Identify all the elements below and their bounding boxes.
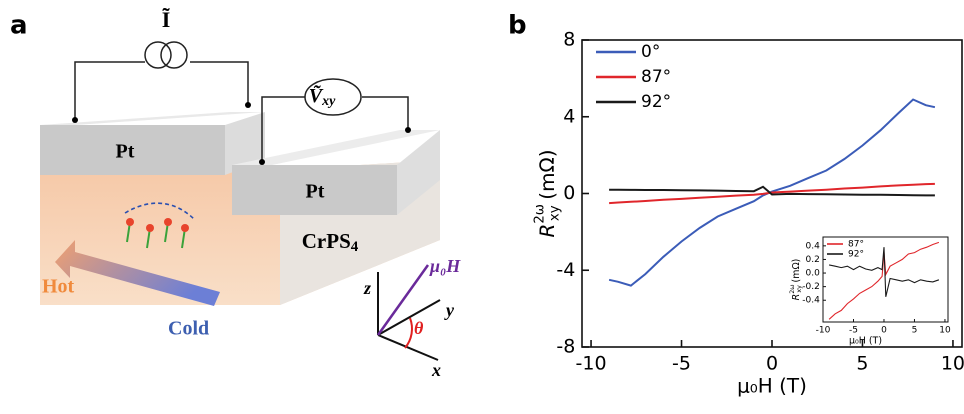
- pt-right: [232, 165, 397, 215]
- pt-top-2: [232, 130, 440, 165]
- y-tick-label: 0: [563, 182, 575, 204]
- panel-label: b: [508, 11, 527, 41]
- legend-label: 87°: [641, 67, 671, 87]
- y-tick-label: 0.0: [806, 269, 821, 279]
- legend-label: 87°: [848, 240, 864, 250]
- x-tick-label: -5: [849, 326, 858, 336]
- x-tick-label: -10: [576, 353, 607, 375]
- current-label: Ĩ: [162, 7, 171, 32]
- y-tick-label: 0.2: [806, 255, 820, 265]
- y-tick-label: -0.4: [802, 296, 820, 306]
- sample-name: CrPS: [302, 229, 351, 253]
- contact: [259, 159, 265, 165]
- x-axis-label: μ₀H (T): [849, 335, 882, 346]
- y-label-sup: 2ω: [789, 284, 796, 293]
- legend-label: 92°: [641, 92, 671, 112]
- x-tick-label: 0: [881, 326, 887, 336]
- y-label-sub: xy: [796, 285, 803, 293]
- y-tick-label: -0.2: [802, 282, 820, 292]
- y-tick-label: 0.4: [806, 241, 821, 251]
- y-label-unit: (mΩ): [791, 259, 802, 283]
- pt-left-side: [225, 112, 265, 175]
- x-tick-label: 0: [766, 353, 778, 375]
- x-tick-label: 5: [912, 326, 918, 336]
- source: [144, 41, 172, 69]
- series-line: [609, 185, 935, 197]
- pt-left: [40, 125, 225, 175]
- y-tick-label: -8: [556, 336, 575, 358]
- voltage-symbol: Ṽ: [309, 84, 324, 107]
- y-tick-label: 8: [563, 29, 575, 51]
- wires: [74, 61, 409, 162]
- x-tick-label: -5: [672, 353, 691, 375]
- y-label-unit: (mΩ): [535, 149, 559, 199]
- axes-icon: [377, 272, 441, 361]
- axis-z: z: [363, 278, 371, 298]
- x-tick-label: 10: [941, 353, 964, 375]
- voltage-label: Ṽxy: [309, 84, 336, 110]
- voltage-sub: xy: [321, 94, 336, 109]
- pt-top: [40, 112, 265, 125]
- hot-label: Hot: [42, 276, 75, 298]
- axis-x: x: [431, 360, 441, 380]
- y-tick-label: -4: [556, 259, 575, 281]
- magnon-path: [124, 202, 196, 221]
- y-label-symbol: R: [535, 224, 559, 238]
- angle-arc: [404, 317, 413, 349]
- y-axis-label: R2ωxy (mΩ): [532, 149, 562, 237]
- panel-label: a: [10, 11, 28, 41]
- field-label: μ₀H: [429, 256, 461, 276]
- source: [160, 41, 188, 69]
- x-tick-label: 10: [939, 326, 951, 336]
- y-label-symbol: R: [791, 294, 802, 301]
- x-tick-label: 5: [856, 353, 868, 375]
- contact: [72, 117, 78, 123]
- axis-y: y: [444, 300, 455, 320]
- legend-label: 92°: [848, 250, 864, 260]
- angle-label: θ: [414, 318, 424, 338]
- y-tick-label: 4: [563, 105, 575, 127]
- series-line: [609, 182, 935, 205]
- y-axis-label: R2ωxy (mΩ): [789, 259, 803, 301]
- contact: [405, 127, 411, 133]
- voltmeter: [304, 78, 362, 116]
- x-tick-label: -10: [816, 326, 831, 336]
- pt-right-side: [397, 130, 440, 215]
- contact: [245, 102, 251, 108]
- series-line: [828, 247, 940, 297]
- field-arrow: [376, 264, 430, 336]
- pt-label: Pt: [306, 181, 325, 203]
- gradient-arrow: [55, 240, 220, 306]
- pt-label: Pt: [116, 141, 135, 163]
- sample-label: CrPS4: [302, 229, 359, 256]
- legend-label: 0°: [641, 42, 660, 62]
- plot-frame: [822, 236, 949, 323]
- spins: [126, 218, 189, 249]
- sample-sub: 4: [351, 239, 359, 255]
- cold-label: Cold: [168, 318, 209, 340]
- y-label-sub: xy: [548, 205, 563, 221]
- y-label-sup: 2ω: [532, 204, 547, 224]
- x-axis-label: μ₀H (T): [737, 373, 807, 397]
